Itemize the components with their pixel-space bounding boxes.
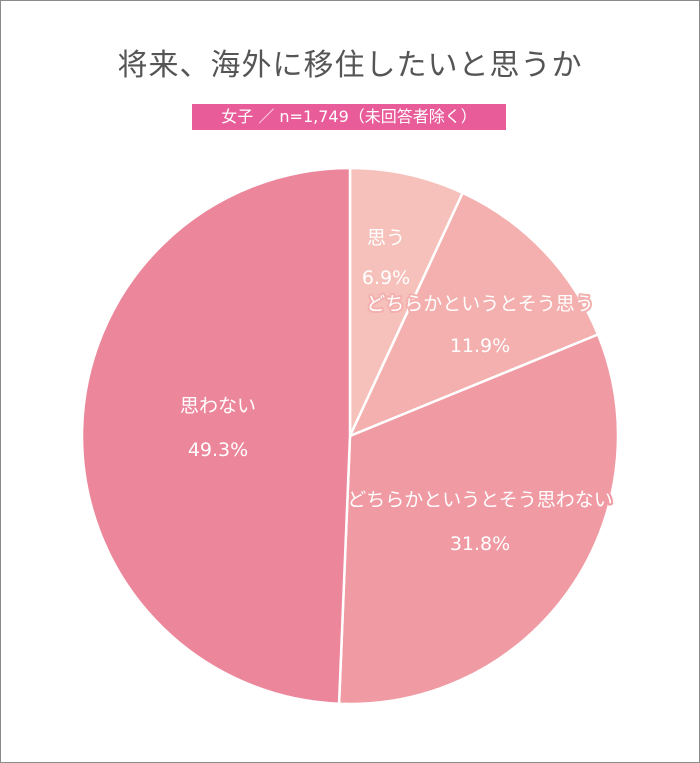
slice-label-1: 思う — [367, 227, 405, 249]
pie-slice-1 — [348, 166, 465, 437]
pie-slice-3 — [337, 332, 620, 706]
pie-slice-2 — [347, 191, 600, 439]
slice-value-2: 11.9% — [450, 335, 510, 357]
slice-value-4: 49.3% — [188, 439, 248, 461]
subtitle-badge: 女子 ／ n=1,749（未回答者除く） — [192, 104, 506, 130]
slice-label-4: 思わない — [180, 395, 256, 417]
slice-value-3: 31.8% — [450, 533, 510, 555]
slice-label-3: どちらかというとそう思わない — [347, 489, 612, 511]
slice-value-1: 6.9% — [362, 267, 410, 289]
pie-slice-4 — [80, 166, 352, 706]
chart-title: 将来、海外に移住したいと思うか — [117, 48, 583, 83]
slice-label-2: どちらかというとそう思う — [366, 293, 593, 315]
